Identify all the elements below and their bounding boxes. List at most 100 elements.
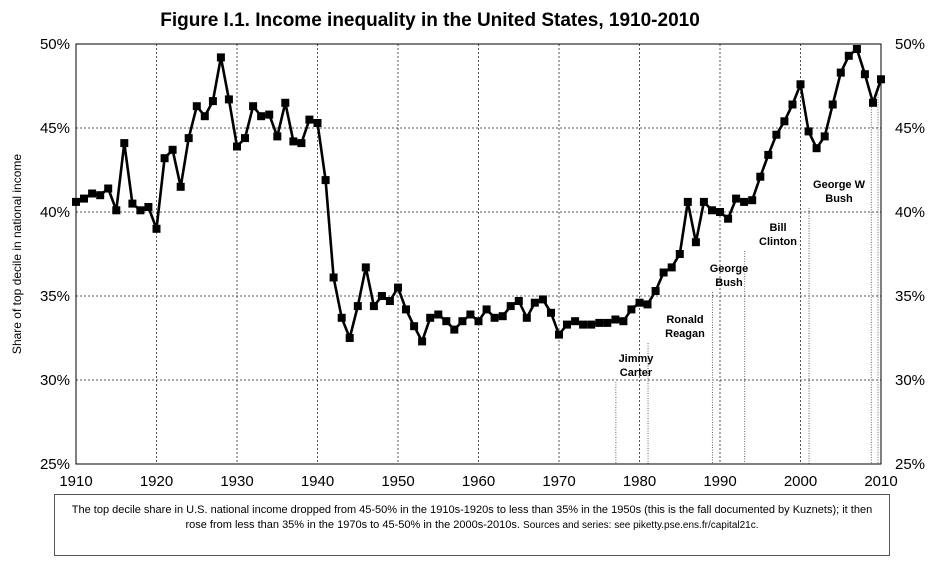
data-point bbox=[499, 312, 507, 320]
chart: Figure I.1. Income inequality in the Uni… bbox=[0, 0, 936, 494]
data-point bbox=[780, 117, 788, 125]
data-point bbox=[225, 95, 233, 103]
x-axis-ticks: 1910 1920 1930 1940 1950 1960 1970 1980 1990 2000… bbox=[59, 473, 897, 490]
annotation-label: George Bush bbox=[710, 263, 749, 289]
data-point bbox=[869, 99, 877, 107]
data-point bbox=[161, 154, 169, 162]
data-point bbox=[684, 198, 692, 206]
x-tick-label: 1930 bbox=[220, 473, 253, 490]
data-point bbox=[410, 322, 418, 330]
data-point bbox=[450, 326, 458, 334]
data-point bbox=[281, 99, 289, 107]
data-point bbox=[338, 314, 346, 322]
data-point bbox=[837, 69, 845, 77]
y-tick-label-left: 30% bbox=[40, 372, 70, 389]
data-point bbox=[700, 198, 708, 206]
data-point bbox=[611, 316, 619, 324]
chart-title: Figure I.1. Income inequality in the Uni… bbox=[160, 10, 700, 31]
annotation-label: Ronald Reagan bbox=[665, 314, 705, 340]
data-point bbox=[531, 299, 539, 307]
data-point bbox=[201, 112, 209, 120]
annotation-label: George W Bush bbox=[813, 179, 866, 205]
data-point bbox=[732, 195, 740, 203]
data-point bbox=[177, 183, 185, 191]
y-axis-label: Share of top decile in national income bbox=[10, 154, 24, 354]
data-point bbox=[241, 134, 249, 142]
data-point bbox=[265, 111, 273, 119]
data-point bbox=[539, 295, 547, 303]
data-point bbox=[346, 334, 354, 342]
data-point bbox=[636, 299, 644, 307]
x-tick-label: 1970 bbox=[542, 473, 575, 490]
data-point bbox=[861, 70, 869, 78]
x-tick-label: 1980 bbox=[623, 473, 656, 490]
data-point bbox=[676, 250, 684, 258]
data-point bbox=[386, 297, 394, 305]
data-point bbox=[692, 238, 700, 246]
x-tick-label: 2010 bbox=[864, 473, 897, 490]
data-point bbox=[507, 302, 515, 310]
data-point bbox=[724, 215, 732, 223]
data-point bbox=[233, 143, 241, 151]
x-tick-label: 1950 bbox=[381, 473, 414, 490]
data-point bbox=[442, 317, 450, 325]
data-point bbox=[362, 263, 370, 271]
data-point bbox=[394, 284, 402, 292]
data-point bbox=[716, 208, 724, 216]
data-point bbox=[112, 206, 120, 214]
data-point bbox=[805, 127, 813, 135]
y-tick-label-right: 40% bbox=[895, 204, 925, 221]
data-point bbox=[458, 317, 466, 325]
data-point bbox=[354, 302, 362, 310]
data-point bbox=[418, 337, 426, 345]
x-tick-label: 1910 bbox=[59, 473, 92, 490]
data-point bbox=[217, 53, 225, 61]
data-point bbox=[72, 198, 80, 206]
data-point bbox=[249, 102, 257, 110]
data-point bbox=[708, 206, 716, 214]
x-tick-label: 1940 bbox=[301, 473, 334, 490]
data-point bbox=[797, 80, 805, 88]
data-point bbox=[595, 319, 603, 327]
data-point bbox=[764, 151, 772, 159]
y-tick-label-left: 40% bbox=[40, 204, 70, 221]
data-point bbox=[169, 146, 177, 154]
data-point bbox=[120, 139, 128, 147]
annotation-lines bbox=[616, 94, 878, 464]
data-point bbox=[475, 317, 483, 325]
data-point bbox=[209, 97, 217, 105]
data-point bbox=[491, 314, 499, 322]
annotation-label: Bill Clinton bbox=[759, 222, 797, 248]
data-point bbox=[144, 203, 152, 211]
data-point bbox=[603, 319, 611, 327]
data-point bbox=[330, 274, 338, 282]
y-tick-label-right: 25% bbox=[895, 456, 925, 473]
data-point bbox=[378, 292, 386, 300]
data-point bbox=[104, 185, 112, 193]
data-point bbox=[273, 132, 281, 140]
data-point bbox=[644, 300, 652, 308]
data-point bbox=[821, 132, 829, 140]
y-tick-label-right: 45% bbox=[895, 120, 925, 137]
data-point bbox=[748, 196, 756, 204]
y-tick-label-right: 30% bbox=[895, 372, 925, 389]
y-tick-label-left: 25% bbox=[40, 456, 70, 473]
data-point bbox=[587, 321, 595, 329]
y-tick-label-right: 50% bbox=[895, 36, 925, 53]
data-point bbox=[789, 101, 797, 109]
data-point bbox=[845, 52, 853, 60]
data-point bbox=[772, 131, 780, 139]
data-point bbox=[740, 198, 748, 206]
data-point bbox=[523, 314, 531, 322]
data-point bbox=[660, 269, 668, 277]
data-point bbox=[483, 305, 491, 313]
data-point bbox=[136, 206, 144, 214]
x-tick-label: 1920 bbox=[140, 473, 173, 490]
caption-sources: Sources and series: see piketty.pse.ens.… bbox=[523, 520, 759, 531]
y-tick-label-left: 50% bbox=[40, 36, 70, 53]
data-point bbox=[652, 287, 660, 295]
data-point bbox=[853, 45, 861, 53]
data-point bbox=[756, 173, 764, 181]
x-tick-label: 2000 bbox=[784, 473, 817, 490]
data-point bbox=[627, 305, 635, 313]
